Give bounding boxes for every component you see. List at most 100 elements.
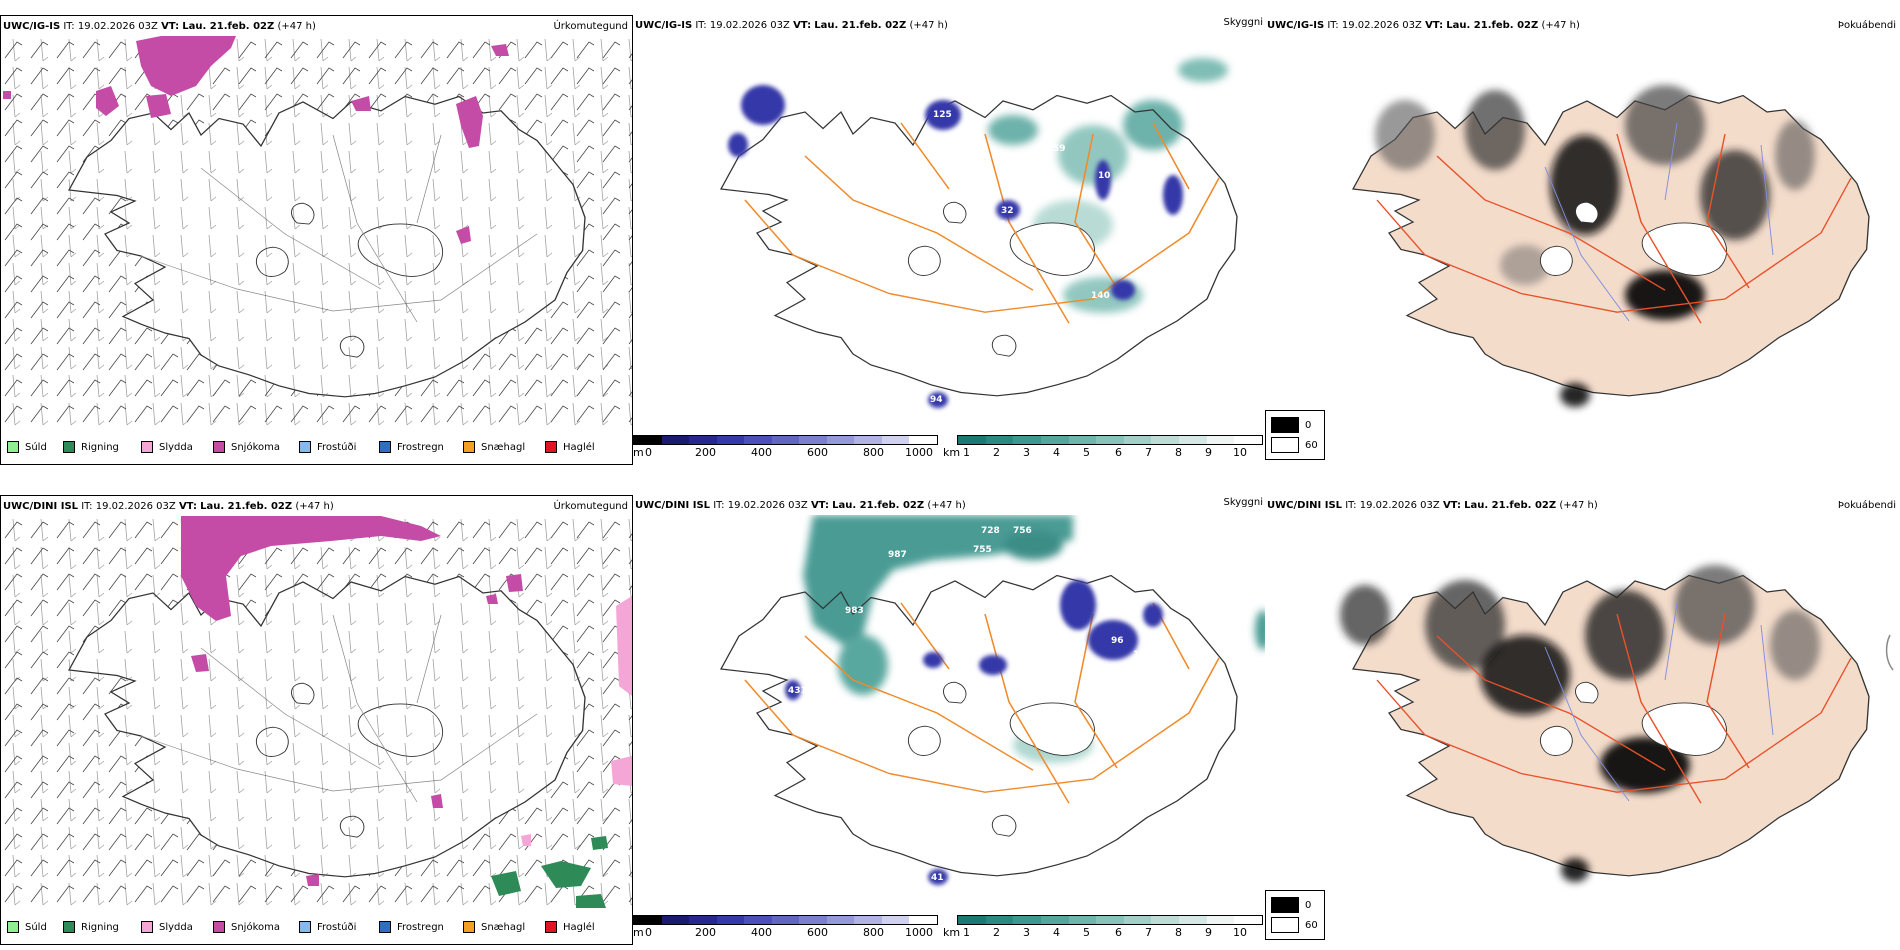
legend-item: Rigning	[63, 921, 141, 933]
legend-item: Slydda	[141, 441, 213, 453]
scale-tick: 4	[1053, 926, 1060, 939]
lead-time: (+47 h)	[1559, 500, 1598, 511]
scale-tick: 6	[1115, 926, 1122, 939]
legend-item: Snæhagl	[463, 921, 545, 933]
scale-tick: 6	[1115, 446, 1122, 459]
legend-swatch	[63, 441, 75, 453]
panel-header: UWC/DINI ISL IT: 19.02.2026 03Z VT: Lau.…	[3, 501, 334, 512]
panel-title: Úrkomutegund	[553, 501, 628, 512]
value-label: 197	[1133, 650, 1152, 660]
scale-tick: 400	[751, 446, 772, 459]
scale-ticks: m 0 200 400 600 800 1000	[633, 925, 938, 939]
legend-label: Snjókoma	[231, 921, 281, 933]
panel-header: UWC/IG-IS IT: 19.02.2026 03Z VT: Lau. 21…	[3, 21, 316, 32]
value-label: 755	[973, 545, 992, 555]
legend-item: Frostúði	[299, 441, 379, 453]
legend-label: Haglél	[563, 921, 595, 933]
legend-label: 60	[1305, 439, 1318, 451]
legend-swatch	[1271, 437, 1299, 453]
fog-legend-2: 0 60	[1265, 890, 1325, 940]
legend-label: Haglél	[563, 441, 595, 453]
fog-panel-1: UWC/IG-IS IT: 19.02.2026 03Z VT: Lau. 21…	[1265, 15, 1900, 465]
row-1: UWC/IG-IS IT: 19.02.2026 03Z VT: Lau. 21…	[0, 0, 1900, 470]
model-name: UWC/DINI ISL	[3, 501, 79, 512]
legend-swatch	[379, 921, 391, 933]
scale-unit: km	[943, 446, 961, 459]
fog-map-1	[1265, 35, 1900, 427]
lead-time: (+47 h)	[295, 501, 334, 512]
cloud-panel-2: UWC/DINI ISL IT: 19.02.2026 03Z VT: Lau.…	[633, 495, 1265, 945]
legend-item: Frostregn	[379, 921, 463, 933]
legend-label: Rigning	[81, 921, 119, 933]
scale-tick: 600	[807, 446, 828, 459]
it-label: IT:	[81, 501, 93, 512]
legend-swatch	[545, 441, 557, 453]
it-label: IT:	[695, 20, 707, 31]
scale-ticks: km 1 2 3 4 5 6 7 8 9 10	[943, 925, 1263, 939]
legend-swatch	[7, 921, 19, 933]
panel-header: UWC/DINI ISL IT: 19.02.2026 03Z VT: Lau.…	[1267, 500, 1598, 511]
value-label: 125	[933, 110, 952, 120]
scale-bar	[633, 435, 938, 445]
legend-item: Haglél	[545, 921, 615, 933]
vt-value: Lau. 21.feb. 02Z	[182, 21, 275, 32]
value-label: 987	[888, 550, 907, 560]
scale-ticks: m 0 200 400 600 800 1000	[633, 445, 938, 459]
scale-tick: 200	[695, 926, 716, 939]
scale-unit: m	[633, 926, 644, 939]
value-label: 728	[981, 526, 1000, 536]
legend-item: Súld	[7, 441, 63, 453]
legend-swatch	[1271, 917, 1299, 933]
scale-tick: 4	[1053, 446, 1060, 459]
scale-tick: 600	[807, 926, 828, 939]
legend-label: Frostúði	[317, 921, 357, 933]
it-value: 19.02.2026 03Z	[1341, 20, 1422, 31]
value-label: 32	[1001, 206, 1014, 216]
legend-label: Frostregn	[397, 441, 444, 453]
legend-swatch	[463, 921, 475, 933]
fog-legend-item: 0	[1271, 417, 1324, 433]
precip-legend-2: Súld Rigning Slydda Snjókoma Frostúði Fr…	[7, 921, 615, 933]
legend-label: 0	[1305, 419, 1312, 431]
scale-tick: 7	[1145, 446, 1152, 459]
it-label: IT:	[1345, 500, 1357, 511]
value-label: 431	[788, 686, 807, 696]
scale-tick: 5	[1083, 926, 1090, 939]
legend-item: Snjókoma	[213, 441, 299, 453]
legend-label: Snæhagl	[481, 441, 526, 453]
value-label: 140	[1091, 291, 1110, 301]
value-label: 94	[930, 395, 943, 405]
scale-tick: 2	[993, 446, 1000, 459]
scale-tick: 200	[695, 446, 716, 459]
precip-type-panel-1: UWC/IG-IS IT: 19.02.2026 03Z VT: Lau. 21…	[0, 15, 633, 465]
value-label: 983	[845, 606, 864, 616]
scale-bar	[957, 915, 1263, 925]
scale-tick: 7	[1145, 926, 1152, 939]
scale-tick: 1000	[905, 926, 933, 939]
cloud-panel-1: UWC/IG-IS IT: 19.02.2026 03Z VT: Lau. 21…	[633, 15, 1265, 465]
scale-m-2: m 0 200 400 600 800 1000	[633, 915, 938, 943]
legend-label: Slydda	[159, 441, 193, 453]
it-label: IT:	[63, 21, 75, 32]
panel-header: UWC/IG-IS IT: 19.02.2026 03Z VT: Lau. 21…	[1267, 20, 1580, 31]
panel-title: Úrkomutegund	[553, 21, 628, 32]
legend-swatch	[379, 441, 391, 453]
value-label: 59	[1053, 144, 1066, 154]
scale-tick: 5	[1083, 446, 1090, 459]
vt-label: VT:	[161, 21, 180, 32]
scale-tick: 3	[1023, 926, 1030, 939]
scale-tick: 3	[1023, 446, 1030, 459]
value-label: 756	[1013, 526, 1032, 536]
scale-tick: 8	[1175, 446, 1182, 459]
it-value: 19.02.2026 03Z	[77, 21, 158, 32]
vt-label: VT:	[793, 20, 812, 31]
fog-legend-1: 0 60	[1265, 410, 1325, 460]
fog-legend-item: 60	[1271, 917, 1324, 933]
scale-bar	[957, 435, 1263, 445]
scale-bar	[633, 915, 938, 925]
vt-value: Lau. 21.feb. 02Z	[1464, 500, 1557, 511]
legend-swatch	[141, 921, 153, 933]
legend-item: Snæhagl	[463, 441, 545, 453]
scale-tick: 0	[645, 446, 652, 459]
vt-value: Lau. 21.feb. 02Z	[1446, 20, 1539, 31]
